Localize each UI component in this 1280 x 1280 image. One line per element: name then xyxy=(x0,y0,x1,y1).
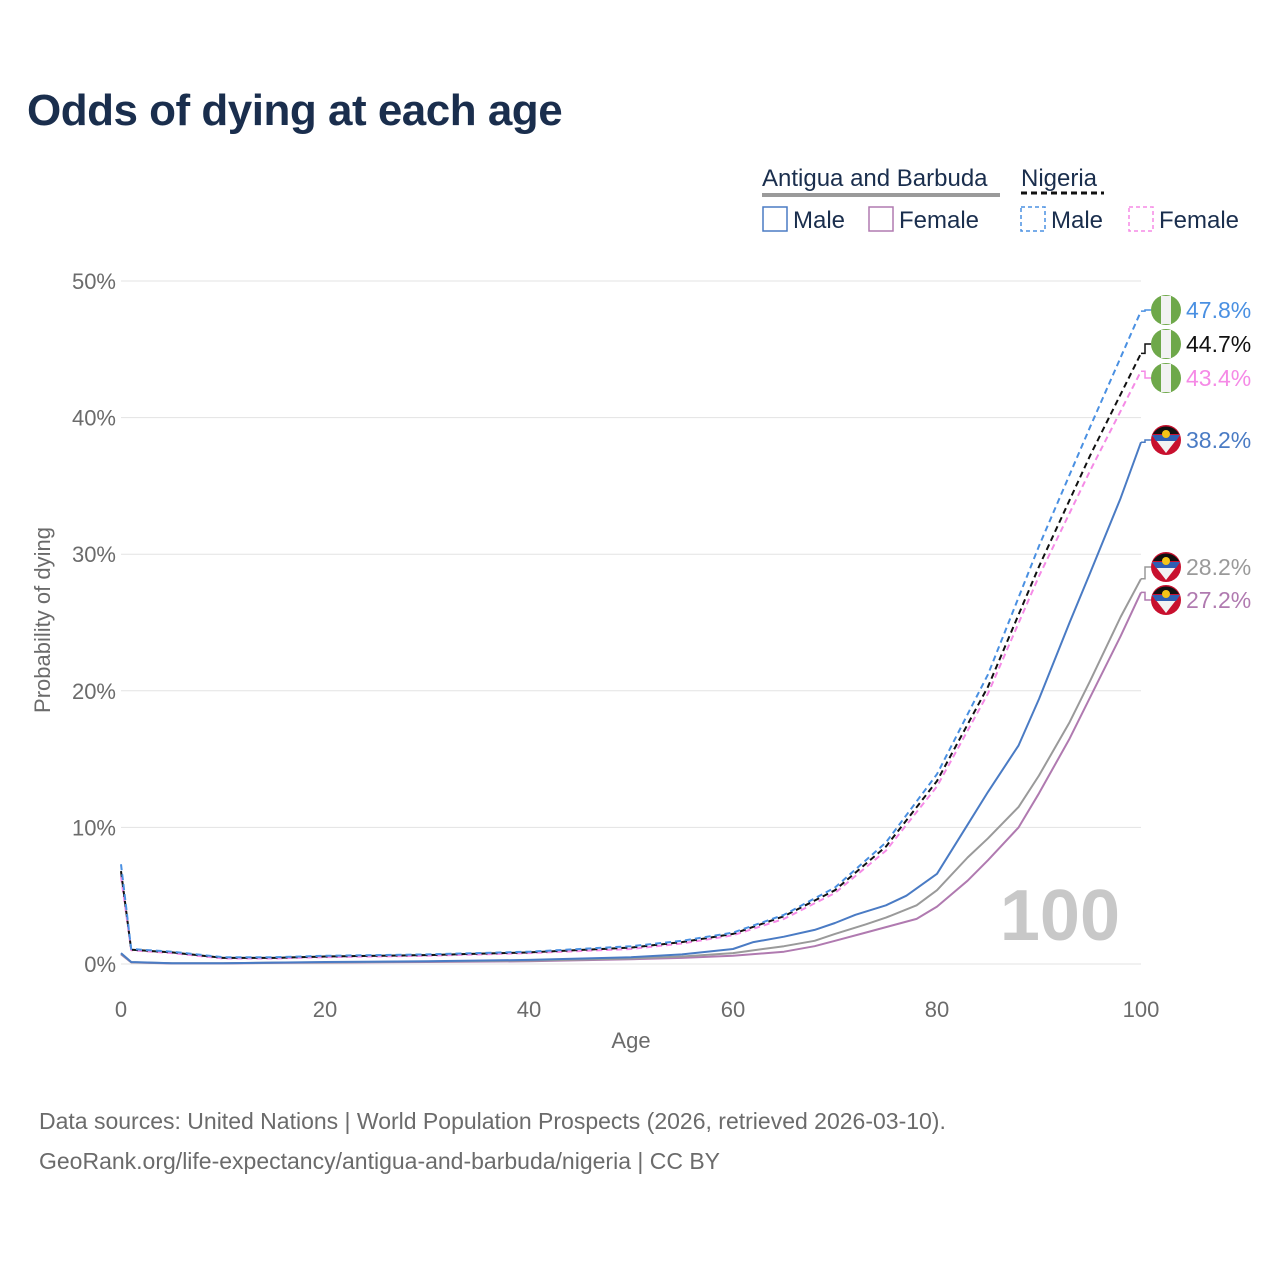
y-tick-label: 10% xyxy=(72,815,116,840)
label-connector xyxy=(1141,343,1151,355)
label-connector xyxy=(1141,309,1151,312)
label-connector xyxy=(1141,439,1151,443)
legend-swatch xyxy=(1020,206,1046,232)
flag-stripe xyxy=(1161,330,1171,358)
series-layer xyxy=(120,310,1142,965)
series-line xyxy=(120,591,1142,965)
source-link[interactable]: GeoRank.org/life-expectancy/antigua-and-… xyxy=(39,1148,721,1174)
series-line xyxy=(120,370,1142,960)
x-tick-label: 40 xyxy=(517,997,541,1022)
flag-sun-icon xyxy=(1162,557,1170,565)
legend-item-label: Female xyxy=(899,207,979,234)
flag-sun-icon xyxy=(1162,430,1170,438)
end-value-label: 47.8% xyxy=(1186,297,1251,323)
y-tick-label: 20% xyxy=(72,679,116,704)
y-tick-label: 0% xyxy=(84,952,116,977)
y-axis-title: Probability of dying xyxy=(30,527,55,713)
end-value-label: 27.2% xyxy=(1186,587,1251,613)
chart: 0% 10% 20% 30% 40% 50% 0 20 40 60 80 100 100 47.8%… xyxy=(30,165,1251,1053)
y-tick-label: 30% xyxy=(72,542,116,567)
y-tick-label: 40% xyxy=(72,406,116,431)
flag-sun-icon xyxy=(1162,590,1170,598)
end-value-label: 44.7% xyxy=(1186,331,1251,357)
x-tick-label: 80 xyxy=(925,997,949,1022)
grid: 0% 10% 20% 30% 40% 50% xyxy=(72,269,1141,977)
label-connector xyxy=(1141,591,1151,601)
legend: Antigua and Barbuda Nigeria Male Female Male… xyxy=(762,165,1239,234)
x-tick-label: 60 xyxy=(721,997,745,1022)
end-labels: 47.8% 44.7% 43.4% 38.2% 28.2% 27.2% xyxy=(1141,295,1251,615)
end-value-label: 43.4% xyxy=(1186,365,1251,391)
x-tick-label: 100 xyxy=(1123,997,1160,1022)
legend-swatch xyxy=(1128,206,1154,232)
legend-group-title: Nigeria xyxy=(1021,165,1098,192)
x-tick-label: 20 xyxy=(313,997,337,1022)
end-value-label: 38.2% xyxy=(1186,427,1251,453)
legend-swatch xyxy=(868,206,894,232)
legend-item-label: Male xyxy=(793,207,845,234)
legend-item-label: Male xyxy=(1051,207,1103,234)
series-line xyxy=(120,352,1142,959)
watermark-age: 100 xyxy=(1000,876,1120,956)
flag-stripe xyxy=(1161,364,1171,392)
label-connector xyxy=(1141,566,1151,580)
y-tick-label: 50% xyxy=(72,269,116,294)
end-value-label: 28.2% xyxy=(1186,554,1251,580)
source-line: Data sources: United Nations | World Pop… xyxy=(39,1108,946,1134)
legend-item-label: Female xyxy=(1159,207,1239,234)
series-line xyxy=(120,578,1142,965)
flag-stripe xyxy=(1161,296,1171,324)
legend-swatch xyxy=(762,206,788,232)
x-tick-label: 0 xyxy=(115,997,127,1022)
chart-title: Odds of dying at each age xyxy=(27,86,563,135)
series-line xyxy=(120,441,1142,965)
x-axis-title: Age xyxy=(611,1028,650,1053)
series-line xyxy=(120,310,1142,959)
legend-group-title: Antigua and Barbuda xyxy=(762,165,988,192)
x-axis: 0 20 40 60 80 100 xyxy=(115,997,1159,1022)
label-connector xyxy=(1141,370,1151,379)
